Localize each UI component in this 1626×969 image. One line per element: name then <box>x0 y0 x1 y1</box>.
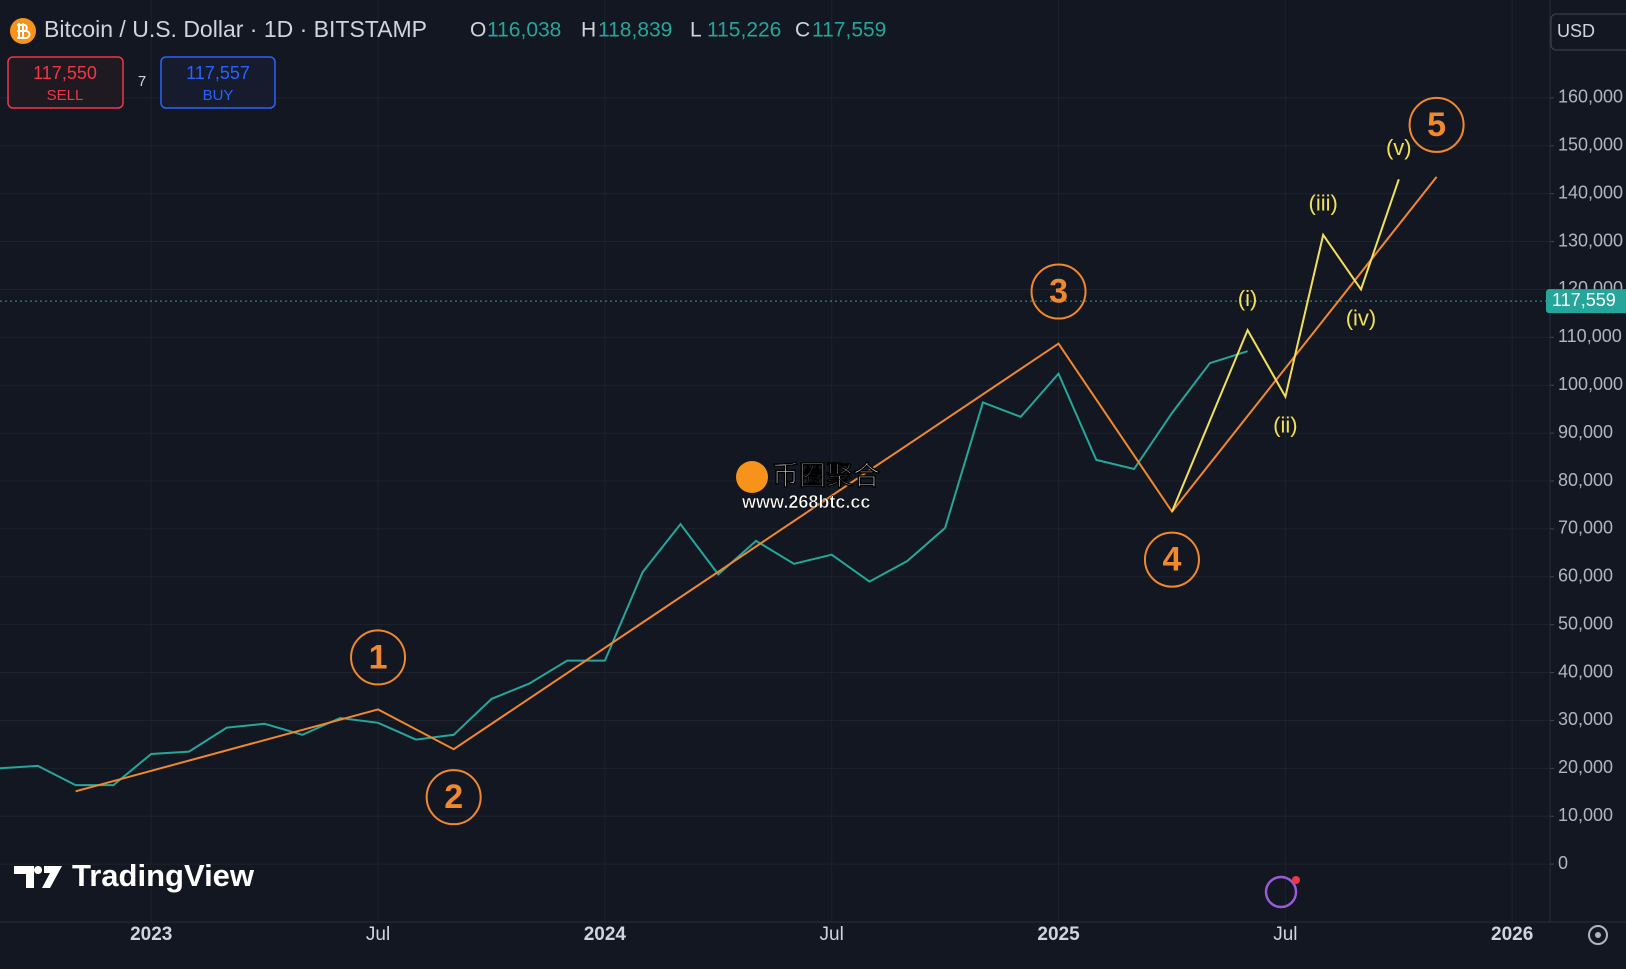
sell-price[interactable]: 117,550 <box>33 63 97 83</box>
spread: 7 <box>138 73 146 90</box>
x-tick-label: Jul <box>366 924 390 945</box>
settings-icon-center <box>1595 932 1601 938</box>
wave-label: (iii) <box>1309 191 1338 216</box>
symbol-title[interactable]: Bitcoin / U.S. Dollar · 1D · BITSTAMP <box>44 16 427 42</box>
grid <box>0 0 1554 922</box>
y-tick-label: 30,000 <box>1558 709 1613 729</box>
tradingview-logo <box>14 866 62 888</box>
settings-icon[interactable] <box>1588 925 1608 945</box>
y-tick-label: 100,000 <box>1558 374 1623 394</box>
ohlc-label: C <box>795 19 810 42</box>
y-tick-label: 50,000 <box>1558 613 1613 633</box>
assistant-icon[interactable] <box>1264 875 1298 909</box>
wave-label: 1 <box>369 638 388 676</box>
ohlc-legend: O 116,038 H 118,839 L 115,226 C 117,559 <box>470 19 886 42</box>
y-tick-label: 20,000 <box>1558 757 1613 777</box>
x-tick-label: 2024 <box>584 924 627 945</box>
wave-label: 5 <box>1427 106 1446 144</box>
ohlc-value: 116,038 <box>487 19 561 42</box>
ohlc-value: 118,839 <box>598 19 672 42</box>
x-tick-label: 2023 <box>130 924 172 945</box>
wave-label: (v) <box>1386 135 1412 160</box>
y-tick-label: 0 <box>1558 853 1568 873</box>
wave-label-circle <box>425 769 482 826</box>
wave-label: (i) <box>1238 286 1258 311</box>
ohlc-label: L <box>690 19 702 42</box>
buy-label[interactable]: BUY <box>203 87 234 104</box>
x-tick-label: 2026 <box>1491 924 1533 945</box>
x-tick-label: Jul <box>1273 924 1297 945</box>
wave-label: 3 <box>1049 273 1068 311</box>
ohlc-value: 117,559 <box>812 19 886 42</box>
tradingview-watermark: TradingView <box>72 858 255 893</box>
y-tick-label: 90,000 <box>1558 422 1613 442</box>
buy-button[interactable] <box>160 56 276 109</box>
y-tick-label: 80,000 <box>1558 470 1613 490</box>
y-tick-label: 70,000 <box>1558 518 1613 538</box>
wave-label-circle <box>350 629 407 686</box>
x-tick-label: Jul <box>820 924 844 945</box>
overlay-logo <box>736 461 768 493</box>
overlay-watermark-title: 币圈聚合 <box>772 460 880 491</box>
ohlc-value: 115,226 <box>707 19 781 42</box>
x-tick-label: 2025 <box>1037 924 1080 945</box>
currency-box[interactable] <box>1550 13 1626 51</box>
plot: 1 2 3 4 5 (i) (ii) (iii) (iv) (v) <box>0 96 1550 826</box>
y-tick-label: 140,000 <box>1558 182 1623 202</box>
y-tick-label: 150,000 <box>1558 135 1623 155</box>
wave-line <box>1171 178 1400 512</box>
overlay-watermark-url: www.268btc.cc <box>741 492 870 512</box>
wave-label: 4 <box>1162 541 1181 579</box>
currency[interactable]: USD <box>1557 21 1595 41</box>
wave-label: (iv) <box>1346 305 1377 330</box>
symbol-icon-glyph <box>17 23 31 39</box>
y-tick-label: 60,000 <box>1558 566 1613 586</box>
sell-button[interactable] <box>7 56 124 109</box>
assistant-badge <box>1292 876 1300 884</box>
y-tick-label: 130,000 <box>1558 230 1623 250</box>
y-tick-label: 10,000 <box>1558 805 1613 825</box>
wave-line <box>75 176 1438 793</box>
wave-label: (ii) <box>1273 413 1297 438</box>
ohlc-label: H <box>581 19 596 42</box>
wave-label-circle <box>1143 531 1200 588</box>
y-tick-label: 160,000 <box>1558 87 1623 107</box>
sell-label[interactable]: SELL <box>47 87 84 104</box>
y-tick-label: 40,000 <box>1558 661 1613 681</box>
wave-label-circle <box>1030 263 1087 320</box>
wave-label: 2 <box>444 778 463 816</box>
wave-label-circle <box>1408 96 1465 153</box>
ohlc-label: O <box>470 19 486 42</box>
buy-price[interactable]: 117,557 <box>186 63 250 83</box>
current-price-box <box>1546 289 1626 314</box>
current-price-label: 117,559 <box>1552 290 1616 310</box>
y-tick-label: 110,000 <box>1558 326 1622 346</box>
price-line <box>0 350 1248 787</box>
